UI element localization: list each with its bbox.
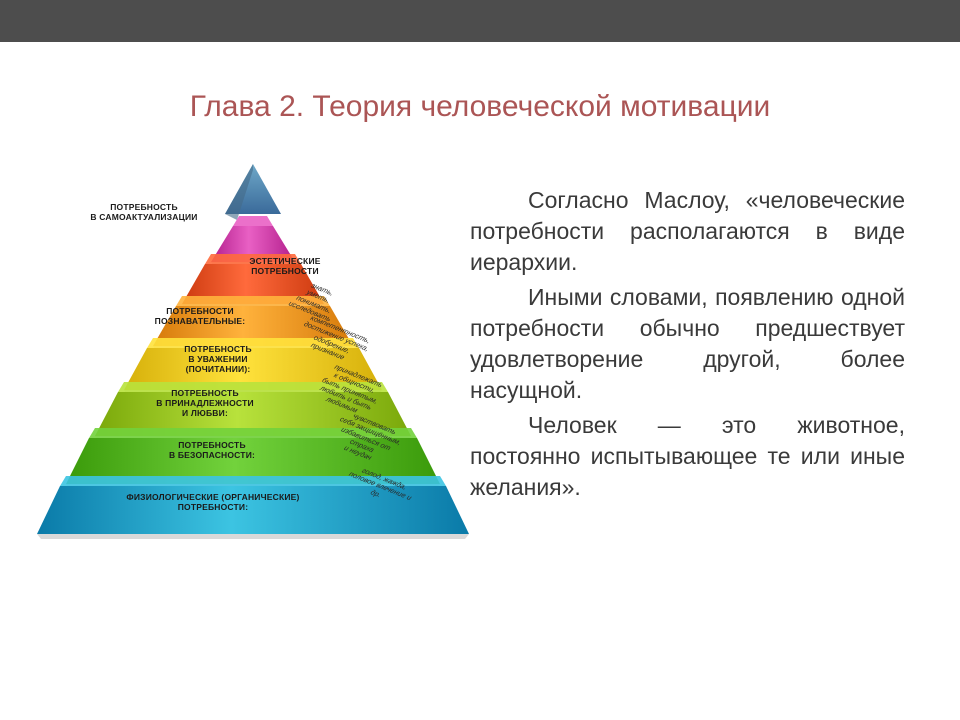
paragraph-3-text: Человек — это животное, постоянно испыты… xyxy=(470,412,905,500)
level-label-6: ПОТРЕБНОСТЬВ БЕЗОПАСНОСТИ: xyxy=(157,440,267,460)
paragraph-2: Иными словами, появлению одной потребнос… xyxy=(470,282,905,406)
body-text: Согласно Маслоу, «человеческие потребнос… xyxy=(470,185,905,507)
level-label-7: ФИЗИОЛОГИЧЕСКИЕ (ОРГАНИЧЕСКИЕ)ПОТРЕБНОСТ… xyxy=(113,492,313,512)
paragraph-3: Человек — это животное, постоянно испыты… xyxy=(470,410,905,503)
paragraph-1-text: Согласно Маслоу, «человеческие потребнос… xyxy=(470,187,905,275)
page-title: Глава 2. Теория человеческой мотивации xyxy=(0,90,960,124)
level-label-2: ЭСТЕТИЧЕСКИЕПОТРЕБНОСТИ xyxy=(230,256,340,276)
paragraph-1: Согласно Маслоу, «человеческие потребнос… xyxy=(470,185,905,278)
level-label-4: ПОТРЕБНОСТЬВ УВАЖЕНИИ(ПОЧИТАНИИ): xyxy=(163,344,273,374)
level-label-1: ПОТРЕБНОСТЬВ САМОАКТУАЛИЗАЦИИ xyxy=(79,202,209,222)
top-bar xyxy=(0,0,960,42)
maslow-pyramid: ПОТРЕБНОСТЬВ САМОАКТУАЛИЗАЦИИ ЭСТЕТИЧЕСК… xyxy=(45,160,460,580)
level-label-3: ПОТРЕБНОСТИПОЗНАВАТЕЛЬНЫЕ: xyxy=(145,306,255,326)
paragraph-2-text: Иными словами, появлению одной потребнос… xyxy=(470,284,905,403)
level-label-5: ПОТРЕБНОСТЬВ ПРИНАДЛЕЖНОСТИИ ЛЮБВИ: xyxy=(150,388,260,418)
